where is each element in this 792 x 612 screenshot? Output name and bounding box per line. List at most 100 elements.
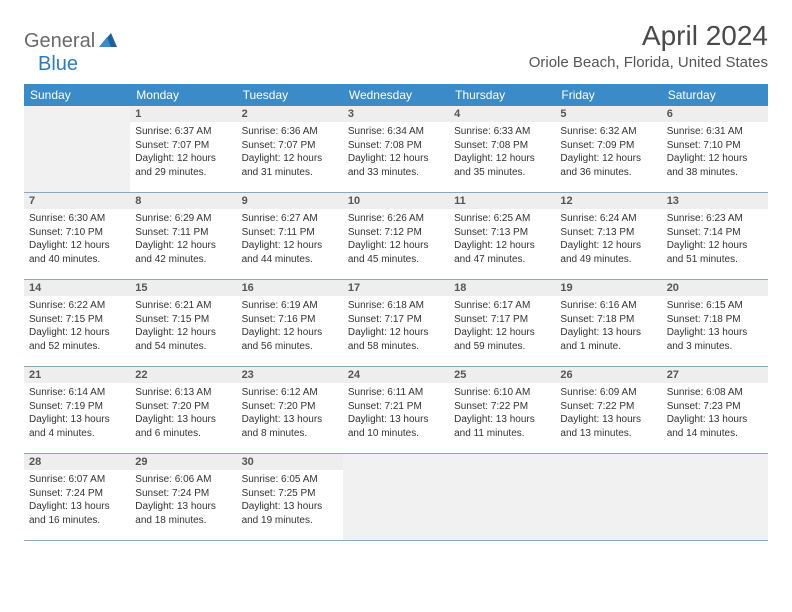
sunrise-line: Sunrise: 6:27 AM (242, 212, 338, 226)
sunset-line: Sunset: 7:21 PM (348, 400, 444, 414)
daylight-line: and 58 minutes. (348, 340, 444, 354)
weeks-container: 1Sunrise: 6:37 AMSunset: 7:07 PMDaylight… (24, 106, 768, 541)
day-number: 22 (130, 367, 236, 383)
daylight-line: Daylight: 12 hours (29, 239, 125, 253)
day-number: 25 (449, 367, 555, 383)
daylight-line: Daylight: 12 hours (348, 152, 444, 166)
day-number: 14 (24, 280, 130, 296)
week-row: 21Sunrise: 6:14 AMSunset: 7:19 PMDayligh… (24, 367, 768, 454)
day-number: 7 (24, 193, 130, 209)
daylight-line: and 4 minutes. (29, 427, 125, 441)
day-header-tue: Tuesday (237, 84, 343, 106)
daylight-line: and 29 minutes. (135, 166, 231, 180)
daylight-line: Daylight: 13 hours (667, 326, 763, 340)
daylight-line: Daylight: 13 hours (29, 413, 125, 427)
daylight-line: Daylight: 12 hours (667, 239, 763, 253)
sunrise-line: Sunrise: 6:31 AM (667, 125, 763, 139)
daylight-line: and 11 minutes. (454, 427, 550, 441)
day-number (555, 454, 661, 470)
day-number: 5 (555, 106, 661, 122)
brand-logo: General (24, 30, 119, 53)
day-header-sat: Saturday (662, 84, 768, 106)
day-number: 19 (555, 280, 661, 296)
daylight-line: Daylight: 13 hours (667, 413, 763, 427)
daylight-line: and 31 minutes. (242, 166, 338, 180)
sunset-line: Sunset: 7:18 PM (560, 313, 656, 327)
day-header-wed: Wednesday (343, 84, 449, 106)
daylight-line: Daylight: 12 hours (135, 239, 231, 253)
day-number: 16 (237, 280, 343, 296)
day-cell: 14 Sunrise: 6:22 AMSunset: 7:15 PMDayligh… (24, 280, 130, 366)
daylight-line: Daylight: 12 hours (454, 326, 550, 340)
daylight-line: Daylight: 13 hours (242, 500, 338, 514)
day-cell: 2Sunrise: 6:36 AMSunset: 7:07 PMDaylight… (237, 106, 343, 192)
day-cell: 21Sunrise: 6:14 AMSunset: 7:19 PMDayligh… (24, 367, 130, 453)
day-number: 21 (24, 367, 130, 383)
title-block: April 2024 Oriole Beach, Florida, United… (529, 20, 768, 71)
day-cell: 7Sunrise: 6:30 AMSunset: 7:10 PMDaylight… (24, 193, 130, 279)
day-number: 1 (130, 106, 236, 122)
day-number: 20 (662, 280, 768, 296)
daylight-line: Daylight: 12 hours (348, 326, 444, 340)
sunrise-line: Sunrise: 6:09 AM (560, 386, 656, 400)
day-number: 23 (237, 367, 343, 383)
day-cell: 1Sunrise: 6:37 AMSunset: 7:07 PMDaylight… (130, 106, 236, 192)
daylight-line: and 19 minutes. (242, 514, 338, 528)
sunrise-line: Sunrise: 6:08 AM (667, 386, 763, 400)
day-number: 3 (343, 106, 449, 122)
daylight-line: Daylight: 12 hours (667, 152, 763, 166)
sunset-line: Sunset: 7:07 PM (135, 139, 231, 153)
daylight-line: Daylight: 13 hours (135, 413, 231, 427)
sunset-line: Sunset: 7:22 PM (454, 400, 550, 414)
daylight-line: and 14 minutes. (667, 427, 763, 441)
daylight-line: Daylight: 12 hours (29, 326, 125, 340)
daylight-line: and 10 minutes. (348, 427, 444, 441)
empty-cell (449, 454, 555, 540)
day-cell: 25Sunrise: 6:10 AMSunset: 7:22 PMDayligh… (449, 367, 555, 453)
sunrise-line: Sunrise: 6:22 AM (29, 299, 125, 313)
sunrise-line: Sunrise: 6:07 AM (29, 473, 125, 487)
day-number: 18 (449, 280, 555, 296)
sunset-line: Sunset: 7:11 PM (242, 226, 338, 240)
day-cell: 12Sunrise: 6:24 AMSunset: 7:13 PMDayligh… (555, 193, 661, 279)
day-cell: 13Sunrise: 6:23 AMSunset: 7:14 PMDayligh… (662, 193, 768, 279)
sunrise-line: Sunrise: 6:34 AM (348, 125, 444, 139)
daylight-line: and 59 minutes. (454, 340, 550, 354)
sunset-line: Sunset: 7:10 PM (667, 139, 763, 153)
sunset-line: Sunset: 7:10 PM (29, 226, 125, 240)
daylight-line: Daylight: 12 hours (135, 152, 231, 166)
month-title: April 2024 (529, 20, 768, 52)
week-row: 1Sunrise: 6:37 AMSunset: 7:07 PMDaylight… (24, 106, 768, 193)
day-number: 29 (130, 454, 236, 470)
day-number (343, 454, 449, 470)
day-number: 17 (343, 280, 449, 296)
day-cell: 19Sunrise: 6:16 AMSunset: 7:18 PMDayligh… (555, 280, 661, 366)
sunrise-line: Sunrise: 6:10 AM (454, 386, 550, 400)
daylight-line: and 16 minutes. (29, 514, 125, 528)
sunrise-line: Sunrise: 6:13 AM (135, 386, 231, 400)
day-cell: 26Sunrise: 6:09 AMSunset: 7:22 PMDayligh… (555, 367, 661, 453)
sunset-line: Sunset: 7:24 PM (29, 487, 125, 501)
daylight-line: and 18 minutes. (135, 514, 231, 528)
sunset-line: Sunset: 7:13 PM (560, 226, 656, 240)
sunset-line: Sunset: 7:08 PM (348, 139, 444, 153)
day-number: 10 (343, 193, 449, 209)
day-header-mon: Monday (130, 84, 236, 106)
day-cell: 22Sunrise: 6:13 AMSunset: 7:20 PMDayligh… (130, 367, 236, 453)
sunset-line: Sunset: 7:17 PM (454, 313, 550, 327)
sunrise-line: Sunrise: 6:17 AM (454, 299, 550, 313)
day-cell: 18 Sunrise: 6:17 AMSunset: 7:17 PMDayligh… (449, 280, 555, 366)
empty-cell (662, 454, 768, 540)
sunset-line: Sunset: 7:07 PM (242, 139, 338, 153)
daylight-line: and 52 minutes. (29, 340, 125, 354)
day-cell: 4Sunrise: 6:33 AMSunset: 7:08 PMDaylight… (449, 106, 555, 192)
sunrise-line: Sunrise: 6:12 AM (242, 386, 338, 400)
daylight-line: and 44 minutes. (242, 253, 338, 267)
sunset-line: Sunset: 7:15 PM (29, 313, 125, 327)
day-number: 15 (130, 280, 236, 296)
daylight-line: Daylight: 12 hours (560, 152, 656, 166)
sunrise-line: Sunrise: 6:05 AM (242, 473, 338, 487)
daylight-line: and 1 minute. (560, 340, 656, 354)
daylight-line: Daylight: 13 hours (560, 413, 656, 427)
daylight-line: and 8 minutes. (242, 427, 338, 441)
